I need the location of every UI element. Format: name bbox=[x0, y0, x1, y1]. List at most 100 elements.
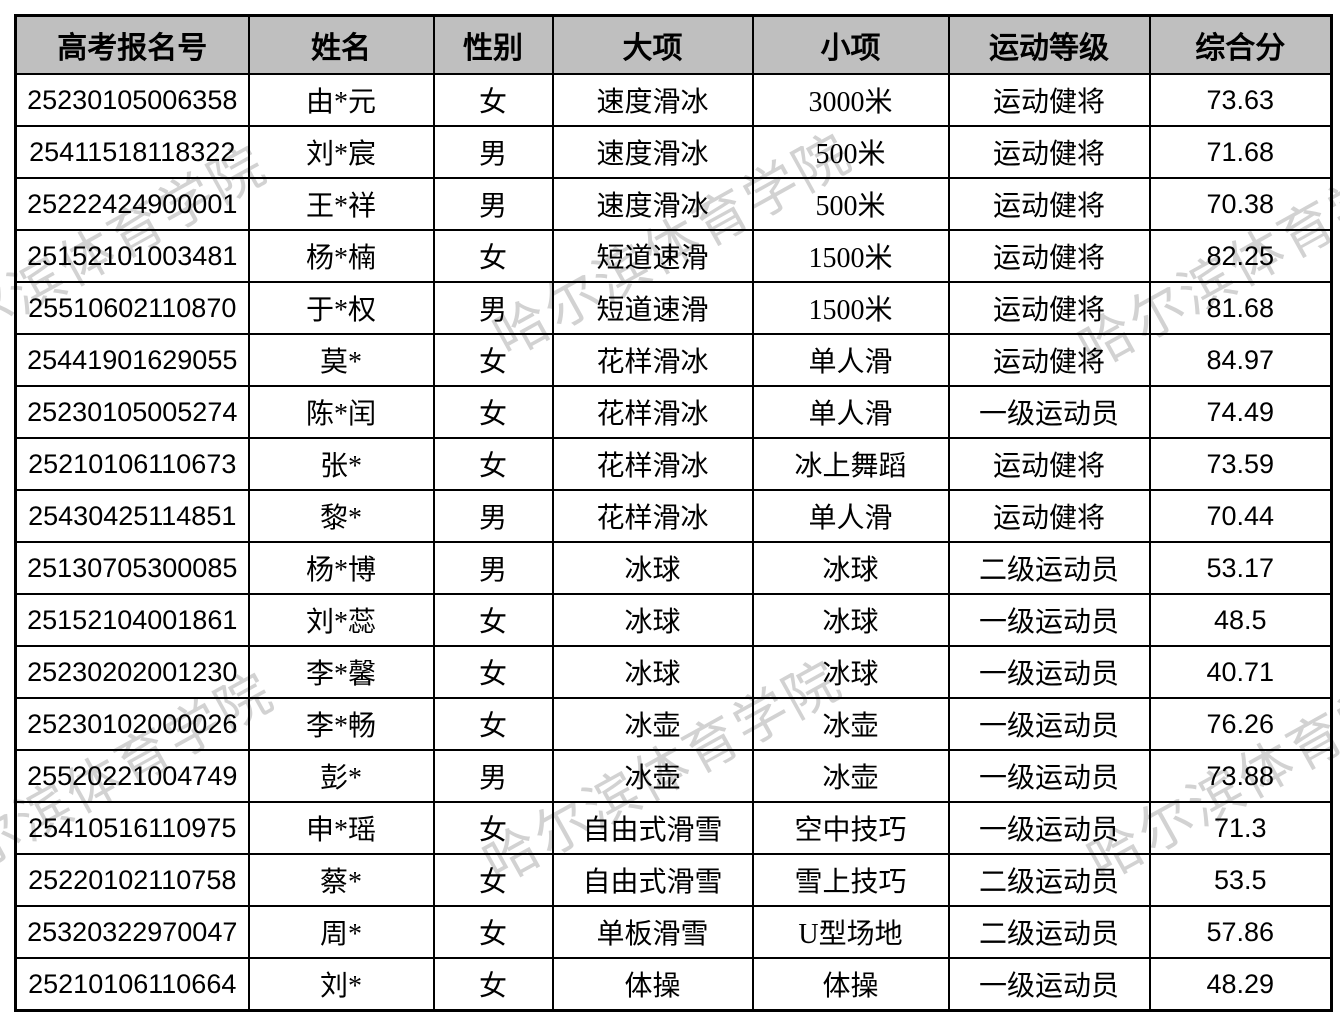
cell-sport-level: 一级运动员 bbox=[947, 385, 1151, 439]
cell-sport-level: 运动健将 bbox=[947, 125, 1151, 179]
admission-score-table: 高考报名号 姓名 性别 大项 小项 运动等级 综合分 2523010500635… bbox=[14, 14, 1333, 1012]
cell-gender: 女 bbox=[432, 801, 554, 855]
cell-name: 周* bbox=[247, 905, 435, 959]
cell-exam-reg-no: 25152104001861 bbox=[14, 593, 250, 647]
cell-sport-level: 运动健将 bbox=[947, 177, 1151, 231]
cell-exam-reg-no: 25520221004749 bbox=[14, 749, 250, 803]
table-row: 25410516110975 申*瑶 女 自由式滑雪 空中技巧 一级运动员 71… bbox=[14, 801, 1333, 855]
cell-sub-event: 冰上舞蹈 bbox=[751, 437, 950, 491]
cell-sub-event: 冰壶 bbox=[751, 697, 950, 751]
cell-major-event: 冰球 bbox=[551, 541, 754, 595]
table-row: 25441901629055 莫* 女 花样滑冰 单人滑 运动健将 84.97 bbox=[14, 333, 1333, 387]
cell-exam-reg-no: 25130705300085 bbox=[14, 541, 250, 595]
cell-total-score: 70.38 bbox=[1148, 177, 1333, 231]
cell-major-event: 速度滑冰 bbox=[551, 177, 754, 231]
cell-sub-event: 体操 bbox=[751, 957, 950, 1012]
table-row: 25520221004749 彭* 男 冰壶 冰壶 一级运动员 73.88 bbox=[14, 749, 1333, 803]
cell-name: 李*畅 bbox=[247, 697, 435, 751]
cell-major-event: 花样滑冰 bbox=[551, 437, 754, 491]
cell-name: 刘*蕊 bbox=[247, 593, 435, 647]
cell-gender: 女 bbox=[432, 905, 554, 959]
cell-gender: 男 bbox=[432, 489, 554, 543]
cell-name: 王*祥 bbox=[247, 177, 435, 231]
cell-sport-level: 运动健将 bbox=[947, 437, 1151, 491]
cell-major-event: 体操 bbox=[551, 957, 754, 1012]
cell-sub-event: 单人滑 bbox=[751, 489, 950, 543]
cell-total-score: 57.86 bbox=[1148, 905, 1333, 959]
cell-total-score: 48.29 bbox=[1148, 957, 1333, 1012]
table-row: 25510602110870 于*权 男 短道速滑 1500米 运动健将 81.… bbox=[14, 281, 1333, 335]
cell-major-event: 冰壶 bbox=[551, 697, 754, 751]
cell-major-event: 花样滑冰 bbox=[551, 489, 754, 543]
cell-name: 刘*宸 bbox=[247, 125, 435, 179]
cell-exam-reg-no: 25152101003481 bbox=[14, 229, 250, 283]
cell-sport-level: 一级运动员 bbox=[947, 697, 1151, 751]
header-row: 高考报名号 姓名 性别 大项 小项 运动等级 综合分 bbox=[14, 14, 1333, 75]
cell-sport-level: 一级运动员 bbox=[947, 957, 1151, 1012]
cell-sub-event: 1500米 bbox=[751, 281, 950, 335]
cell-sub-event: 500米 bbox=[751, 125, 950, 179]
cell-sport-level: 一级运动员 bbox=[947, 749, 1151, 803]
cell-major-event: 短道速滑 bbox=[551, 229, 754, 283]
cell-total-score: 73.88 bbox=[1148, 749, 1333, 803]
cell-sub-event: 冰球 bbox=[751, 593, 950, 647]
table-row: 25430425114851 黎* 男 花样滑冰 单人滑 运动健将 70.44 bbox=[14, 489, 1333, 543]
col-header-sport-level: 运动等级 bbox=[947, 14, 1151, 75]
cell-major-event: 花样滑冰 bbox=[551, 333, 754, 387]
table-row: 25230202001230 李*馨 女 冰球 冰球 一级运动员 40.71 bbox=[14, 645, 1333, 699]
cell-total-score: 73.59 bbox=[1148, 437, 1333, 491]
cell-exam-reg-no: 25210106110673 bbox=[14, 437, 250, 491]
cell-name: 刘* bbox=[247, 957, 435, 1012]
cell-sport-level: 二级运动员 bbox=[947, 853, 1151, 907]
cell-sub-event: 3000米 bbox=[751, 73, 950, 127]
cell-exam-reg-no: 25220102110758 bbox=[14, 853, 250, 907]
cell-gender: 女 bbox=[432, 385, 554, 439]
cell-exam-reg-no: 25210106110664 bbox=[14, 957, 250, 1012]
cell-sub-event: 空中技巧 bbox=[751, 801, 950, 855]
col-header-total-score: 综合分 bbox=[1148, 14, 1333, 75]
cell-exam-reg-no: 25410516110975 bbox=[14, 801, 250, 855]
cell-exam-reg-no: 25230202001230 bbox=[14, 645, 250, 699]
table-row: 25320322970047 周* 女 单板滑雪 U型场地 二级运动员 57.8… bbox=[14, 905, 1333, 959]
table-row: 25152101003481 杨*楠 女 短道速滑 1500米 运动健将 82.… bbox=[14, 229, 1333, 283]
table-row: 25152104001861 刘*蕊 女 冰球 冰球 一级运动员 48.5 bbox=[14, 593, 1333, 647]
table-row: 25130705300085 杨*博 男 冰球 冰球 二级运动员 53.17 bbox=[14, 541, 1333, 595]
cell-sport-level: 一级运动员 bbox=[947, 801, 1151, 855]
cell-exam-reg-no: 25510602110870 bbox=[14, 281, 250, 335]
table-row: 25210106110673 张* 女 花样滑冰 冰上舞蹈 运动健将 73.59 bbox=[14, 437, 1333, 491]
cell-sub-event: 冰壶 bbox=[751, 749, 950, 803]
cell-sport-level: 运动健将 bbox=[947, 333, 1151, 387]
cell-sub-event: 单人滑 bbox=[751, 333, 950, 387]
cell-major-event: 短道速滑 bbox=[551, 281, 754, 335]
cell-major-event: 自由式滑雪 bbox=[551, 801, 754, 855]
cell-gender: 男 bbox=[432, 177, 554, 231]
table-row: 25411518118322 刘*宸 男 速度滑冰 500米 运动健将 71.6… bbox=[14, 125, 1333, 179]
cell-total-score: 53.17 bbox=[1148, 541, 1333, 595]
cell-gender: 女 bbox=[432, 229, 554, 283]
cell-name: 彭* bbox=[247, 749, 435, 803]
col-header-exam-reg-no: 高考报名号 bbox=[14, 14, 250, 75]
table-row: 25220102110758 蔡* 女 自由式滑雪 雪上技巧 二级运动员 53.… bbox=[14, 853, 1333, 907]
cell-exam-reg-no: 25411518118322 bbox=[14, 125, 250, 179]
cell-name: 于*权 bbox=[247, 281, 435, 335]
cell-major-event: 冰球 bbox=[551, 645, 754, 699]
cell-sub-event: 冰球 bbox=[751, 645, 950, 699]
col-header-sub-event: 小项 bbox=[751, 14, 950, 75]
cell-total-score: 74.49 bbox=[1148, 385, 1333, 439]
cell-name: 杨*博 bbox=[247, 541, 435, 595]
cell-gender: 女 bbox=[432, 73, 554, 127]
cell-gender: 女 bbox=[432, 957, 554, 1012]
cell-exam-reg-no: 25230105006358 bbox=[14, 73, 250, 127]
cell-gender: 男 bbox=[432, 125, 554, 179]
cell-sport-level: 二级运动员 bbox=[947, 541, 1151, 595]
col-header-name: 姓名 bbox=[247, 14, 435, 75]
col-header-gender: 性别 bbox=[432, 14, 554, 75]
cell-gender: 女 bbox=[432, 697, 554, 751]
cell-name: 张* bbox=[247, 437, 435, 491]
table-row: 25230105005274 陈*闰 女 花样滑冰 单人滑 一级运动员 74.4… bbox=[14, 385, 1333, 439]
cell-total-score: 76.26 bbox=[1148, 697, 1333, 751]
cell-sport-level: 二级运动员 bbox=[947, 905, 1151, 959]
cell-gender: 男 bbox=[432, 281, 554, 335]
cell-sport-level: 运动健将 bbox=[947, 281, 1151, 335]
